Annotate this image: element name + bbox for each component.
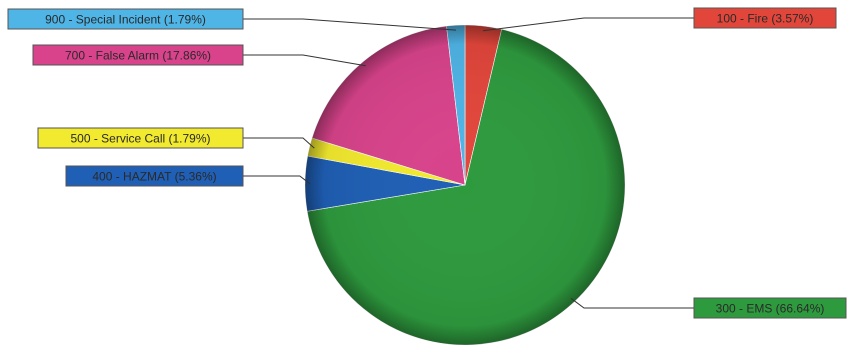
leader-line-900: [243, 18, 457, 31]
slice-label-100: 100 - Fire (3.57%): [717, 12, 814, 26]
leader-line-700: [243, 54, 366, 67]
label-box-300: [693, 297, 847, 319]
slice-label-300: 300 - EMS (66.64%): [716, 302, 825, 316]
slice-label-700: 700 - False Alarm (17.86%): [65, 49, 211, 63]
leader-line-300: [570, 297, 694, 309]
leader-line-100: [482, 17, 694, 32]
slice-label-900: 900 - Special Incident (1.79%): [45, 13, 206, 27]
leader-line-500: [243, 137, 315, 149]
label-box-900: [7, 8, 244, 30]
label-box-500: [37, 127, 244, 149]
label-box-700: [32, 44, 244, 66]
pie-rim-shading: [305, 25, 625, 345]
slice-label-400: 400 - HAZMAT (5.36%): [92, 170, 216, 184]
leader-lines: [243, 17, 694, 309]
label-box-100: [693, 7, 837, 29]
label-box-400: [65, 165, 244, 187]
callout-labels: 100 - Fire (3.57%) 300 - EMS (66.64%) 400 …: [7, 7, 847, 319]
slice-label-500: 500 - Service Call (1.79%): [70, 132, 210, 146]
leader-line-400: [243, 175, 311, 185]
